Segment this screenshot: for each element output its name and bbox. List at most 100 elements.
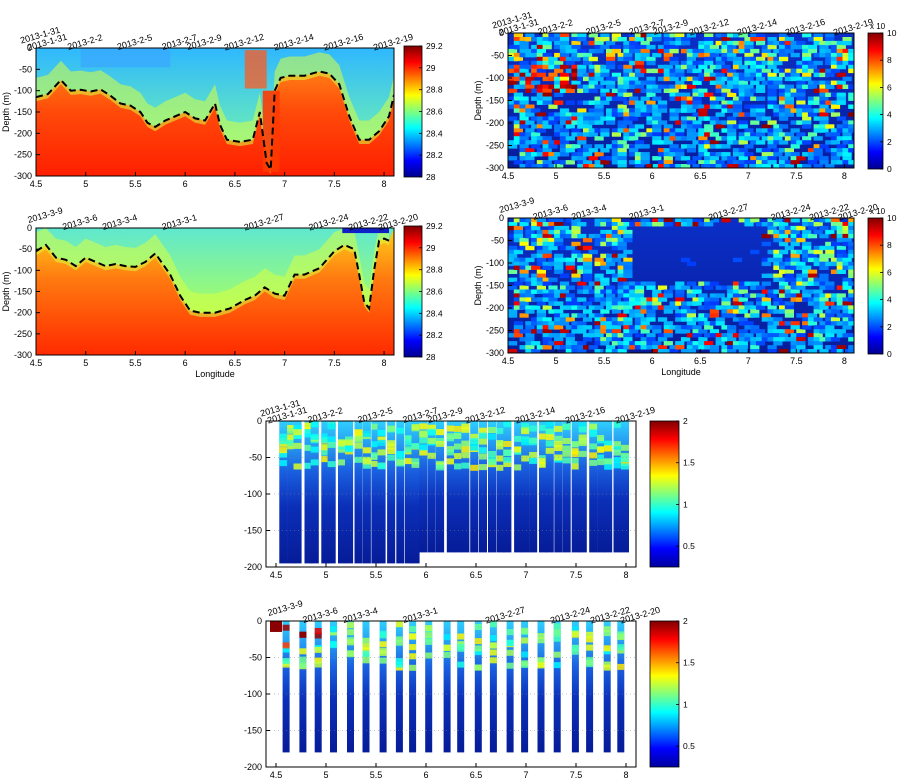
y-axis: 0 -50 -100 -150 -200 -250 -300 bbox=[14, 223, 40, 360]
colorbar-tick-label: 2 bbox=[683, 416, 688, 426]
y-tick-label: -50 bbox=[19, 244, 32, 254]
x-tick-label: 7 bbox=[282, 358, 287, 368]
colorbar-tick-label: 28.8 bbox=[426, 85, 443, 95]
profile-column bbox=[405, 421, 414, 564]
colorbar-tick-label: 29 bbox=[426, 63, 436, 73]
x-tick-label: 8 bbox=[382, 358, 387, 368]
colorbar-tick-label: 8 bbox=[887, 55, 892, 65]
y-axis: 0 -50 -100 -150 -200 -250 -300 bbox=[486, 28, 512, 173]
profile-column bbox=[578, 421, 587, 553]
x-tick-label: 7 bbox=[746, 356, 751, 366]
x-tick-label: 4.5 bbox=[502, 171, 515, 181]
x-tick-label: 6 bbox=[423, 770, 428, 780]
x-tick-label: 7.5 bbox=[328, 358, 341, 368]
colorbar-tick-label: 28.4 bbox=[426, 308, 443, 318]
x-tick-label: 7 bbox=[746, 171, 751, 181]
profile-column bbox=[362, 421, 371, 564]
x-axis: 4.5 5 5.5 6 6.5 7 7.5 8 bbox=[502, 164, 847, 181]
profile-column bbox=[411, 421, 420, 564]
y-tick-label: -150 bbox=[244, 726, 262, 736]
y-tick-label: -150 bbox=[14, 287, 32, 297]
profile-column bbox=[387, 421, 396, 564]
y-tick-label: -200 bbox=[486, 118, 504, 128]
colorbar-tick-label: 29.2 bbox=[426, 221, 443, 231]
colorbar-tick-label: 2 bbox=[683, 616, 688, 626]
y-tick-label: -50 bbox=[491, 236, 504, 246]
profile-column bbox=[362, 621, 370, 753]
y-axis-label: Depth (m) bbox=[1, 92, 11, 132]
colorbar-exponent: x 10 bbox=[870, 22, 886, 31]
x-axis: 4.5 5 5.5 6 6.5 7 7.5 8 bbox=[270, 763, 629, 780]
y-tick-label: -200 bbox=[244, 762, 262, 772]
x-tick-label: 4.5 bbox=[270, 770, 283, 780]
y-axis: 0 -50 -100 -150 -200 bbox=[244, 616, 270, 772]
plot-area bbox=[508, 33, 854, 168]
x-tick-label: 5 bbox=[554, 171, 559, 181]
x-tick-label: 6.5 bbox=[470, 770, 483, 780]
x-tick-label: 5.5 bbox=[598, 356, 611, 366]
x-tick-label: 4.5 bbox=[270, 570, 283, 580]
y-tick-label: -100 bbox=[486, 73, 504, 83]
x-tick-label: 5 bbox=[83, 179, 88, 189]
profile-column bbox=[446, 421, 455, 553]
x-tick-label: 5 bbox=[323, 770, 328, 780]
x-tick-label: 4.5 bbox=[30, 179, 43, 189]
colorbar-tick-label: 2 bbox=[887, 137, 892, 147]
profile-column bbox=[409, 621, 417, 753]
profile-column bbox=[314, 621, 322, 753]
x-tick-label: 7.5 bbox=[790, 356, 803, 366]
x-tick-label: 4.5 bbox=[502, 356, 515, 366]
y-tick-label: -250 bbox=[486, 141, 504, 151]
profile-column bbox=[427, 421, 436, 553]
colorbar-tick-label: 10 bbox=[887, 28, 897, 38]
profile-column bbox=[347, 621, 354, 753]
profile-column bbox=[521, 421, 530, 553]
x-tick-label: 7 bbox=[523, 570, 528, 580]
profile-column bbox=[377, 421, 386, 564]
x-tick-label: 8 bbox=[623, 770, 628, 780]
heatmap-cells bbox=[508, 218, 854, 353]
x-tick-label: 6 bbox=[650, 171, 655, 181]
profile-column bbox=[571, 621, 579, 753]
y-tick-label: -100 bbox=[244, 489, 262, 499]
colorbar-tick-label: 28.2 bbox=[426, 150, 443, 160]
profile-column bbox=[586, 621, 594, 753]
thermocline-band bbox=[36, 228, 389, 317]
y-tick-label: -300 bbox=[14, 171, 32, 181]
profile-column bbox=[454, 421, 463, 553]
y-tick-label: -50 bbox=[19, 64, 32, 74]
x-axis-label: Longitude bbox=[195, 369, 235, 379]
y-tick-label: -100 bbox=[244, 689, 262, 699]
profile-column bbox=[279, 421, 288, 564]
y-tick-label: -250 bbox=[14, 329, 32, 339]
profile-column bbox=[514, 421, 523, 553]
profile-column bbox=[537, 621, 545, 753]
colorbar: 29.2 29 28.8 28.6 28.4 28.2 28 bbox=[403, 41, 443, 182]
profile-column bbox=[488, 421, 497, 553]
colorbar-tick-label: 28.4 bbox=[426, 128, 443, 138]
warm-column bbox=[262, 90, 280, 172]
colorbar: 10 8 6 4 2 0 x 10 bbox=[867, 207, 897, 359]
y-axis: 0 -50 -100 -150 -200 -250 -300 bbox=[486, 213, 512, 358]
y-tick-label: 0 bbox=[499, 213, 504, 223]
y-axis: 0 -50 -100 -150 -200 -250 -300 bbox=[14, 43, 40, 181]
x-tick-label: 6.5 bbox=[470, 570, 483, 580]
chart-panel-middle-right: 4.5 5 5.5 6 6.5 7 7.5 8 0 -50 -100 -150 -200 -250 -300… bbox=[473, 195, 897, 377]
x-tick-label: 6 bbox=[650, 356, 655, 366]
profile-column bbox=[571, 421, 580, 553]
profile-column bbox=[554, 421, 563, 553]
profile-column bbox=[603, 621, 611, 753]
y-tick-label: -300 bbox=[486, 163, 504, 173]
profile-column bbox=[287, 421, 296, 564]
x-tick-label: 6.5 bbox=[694, 171, 707, 181]
profile-column bbox=[395, 621, 403, 753]
mixed-layer-depth-line bbox=[36, 70, 394, 173]
profile-column bbox=[436, 421, 445, 553]
profile-column bbox=[545, 421, 554, 553]
colorbar-tick-label: 1.5 bbox=[683, 658, 695, 668]
x-axis: 4.5 5 5.5 6 6.5 7 7.5 8 bbox=[30, 172, 387, 189]
y-tick-label: -200 bbox=[244, 562, 262, 572]
colorbar-tick-label: 0.5 bbox=[683, 741, 695, 751]
y-axis-label: Depth (m) bbox=[473, 80, 483, 120]
y-tick-label: -150 bbox=[486, 281, 504, 291]
